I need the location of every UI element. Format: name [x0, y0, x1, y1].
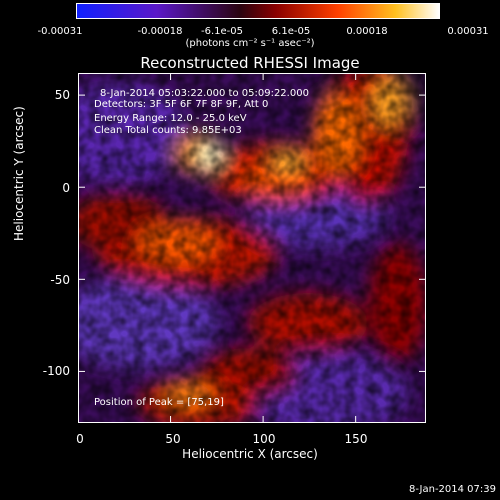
colorbar-unit: (photons cm⁻² s⁻¹ asec⁻²) — [185, 38, 315, 49]
colorbar-tick: 6.1e-05 — [271, 26, 311, 37]
x-tick-label: 0 — [76, 432, 84, 446]
x-tick-label: 50 — [165, 432, 181, 446]
clean-counts: Clean Total counts: 9.85E+03 — [94, 125, 242, 136]
plot-datestamp: 8-Jan-2014 07:39 — [409, 484, 496, 495]
peak-position: Position of Peak = [75,19] — [94, 397, 224, 408]
y-tick-label: 50 — [54, 88, 70, 102]
colorbar-tick: 0.00018 — [346, 26, 388, 37]
colorbar — [76, 3, 440, 19]
colorbar-tick: 0.00031 — [447, 26, 489, 37]
time-range: 8-Jan-2014 05:03:22.000 to 05:09:22.000 — [100, 88, 309, 99]
x-tick-label: 150 — [344, 432, 368, 446]
y-axis-label: Heliocentric Y (arcsec) — [12, 106, 26, 241]
colorbar-tick: -0.00018 — [137, 26, 183, 37]
rhessi-image-plot — [78, 73, 426, 423]
image-title: Reconstructed RHESSI Image — [140, 54, 360, 72]
colorbar-tick: -6.1e-05 — [201, 26, 243, 37]
x-tick-label: 100 — [252, 432, 276, 446]
detectors-info: Detectors: 3F 5F 6F 7F 8F 9F, Att 0 — [94, 99, 269, 110]
colorbar-tick: -0.00031 — [37, 26, 83, 37]
x-axis-label: Heliocentric X (arcsec) — [182, 447, 318, 461]
y-tick-label: 0 — [62, 181, 70, 195]
y-tick-label: -100 — [42, 364, 70, 378]
y-tick-label: -50 — [50, 273, 70, 287]
energy-range: Energy Range: 12.0 - 25.0 keV — [94, 113, 247, 124]
